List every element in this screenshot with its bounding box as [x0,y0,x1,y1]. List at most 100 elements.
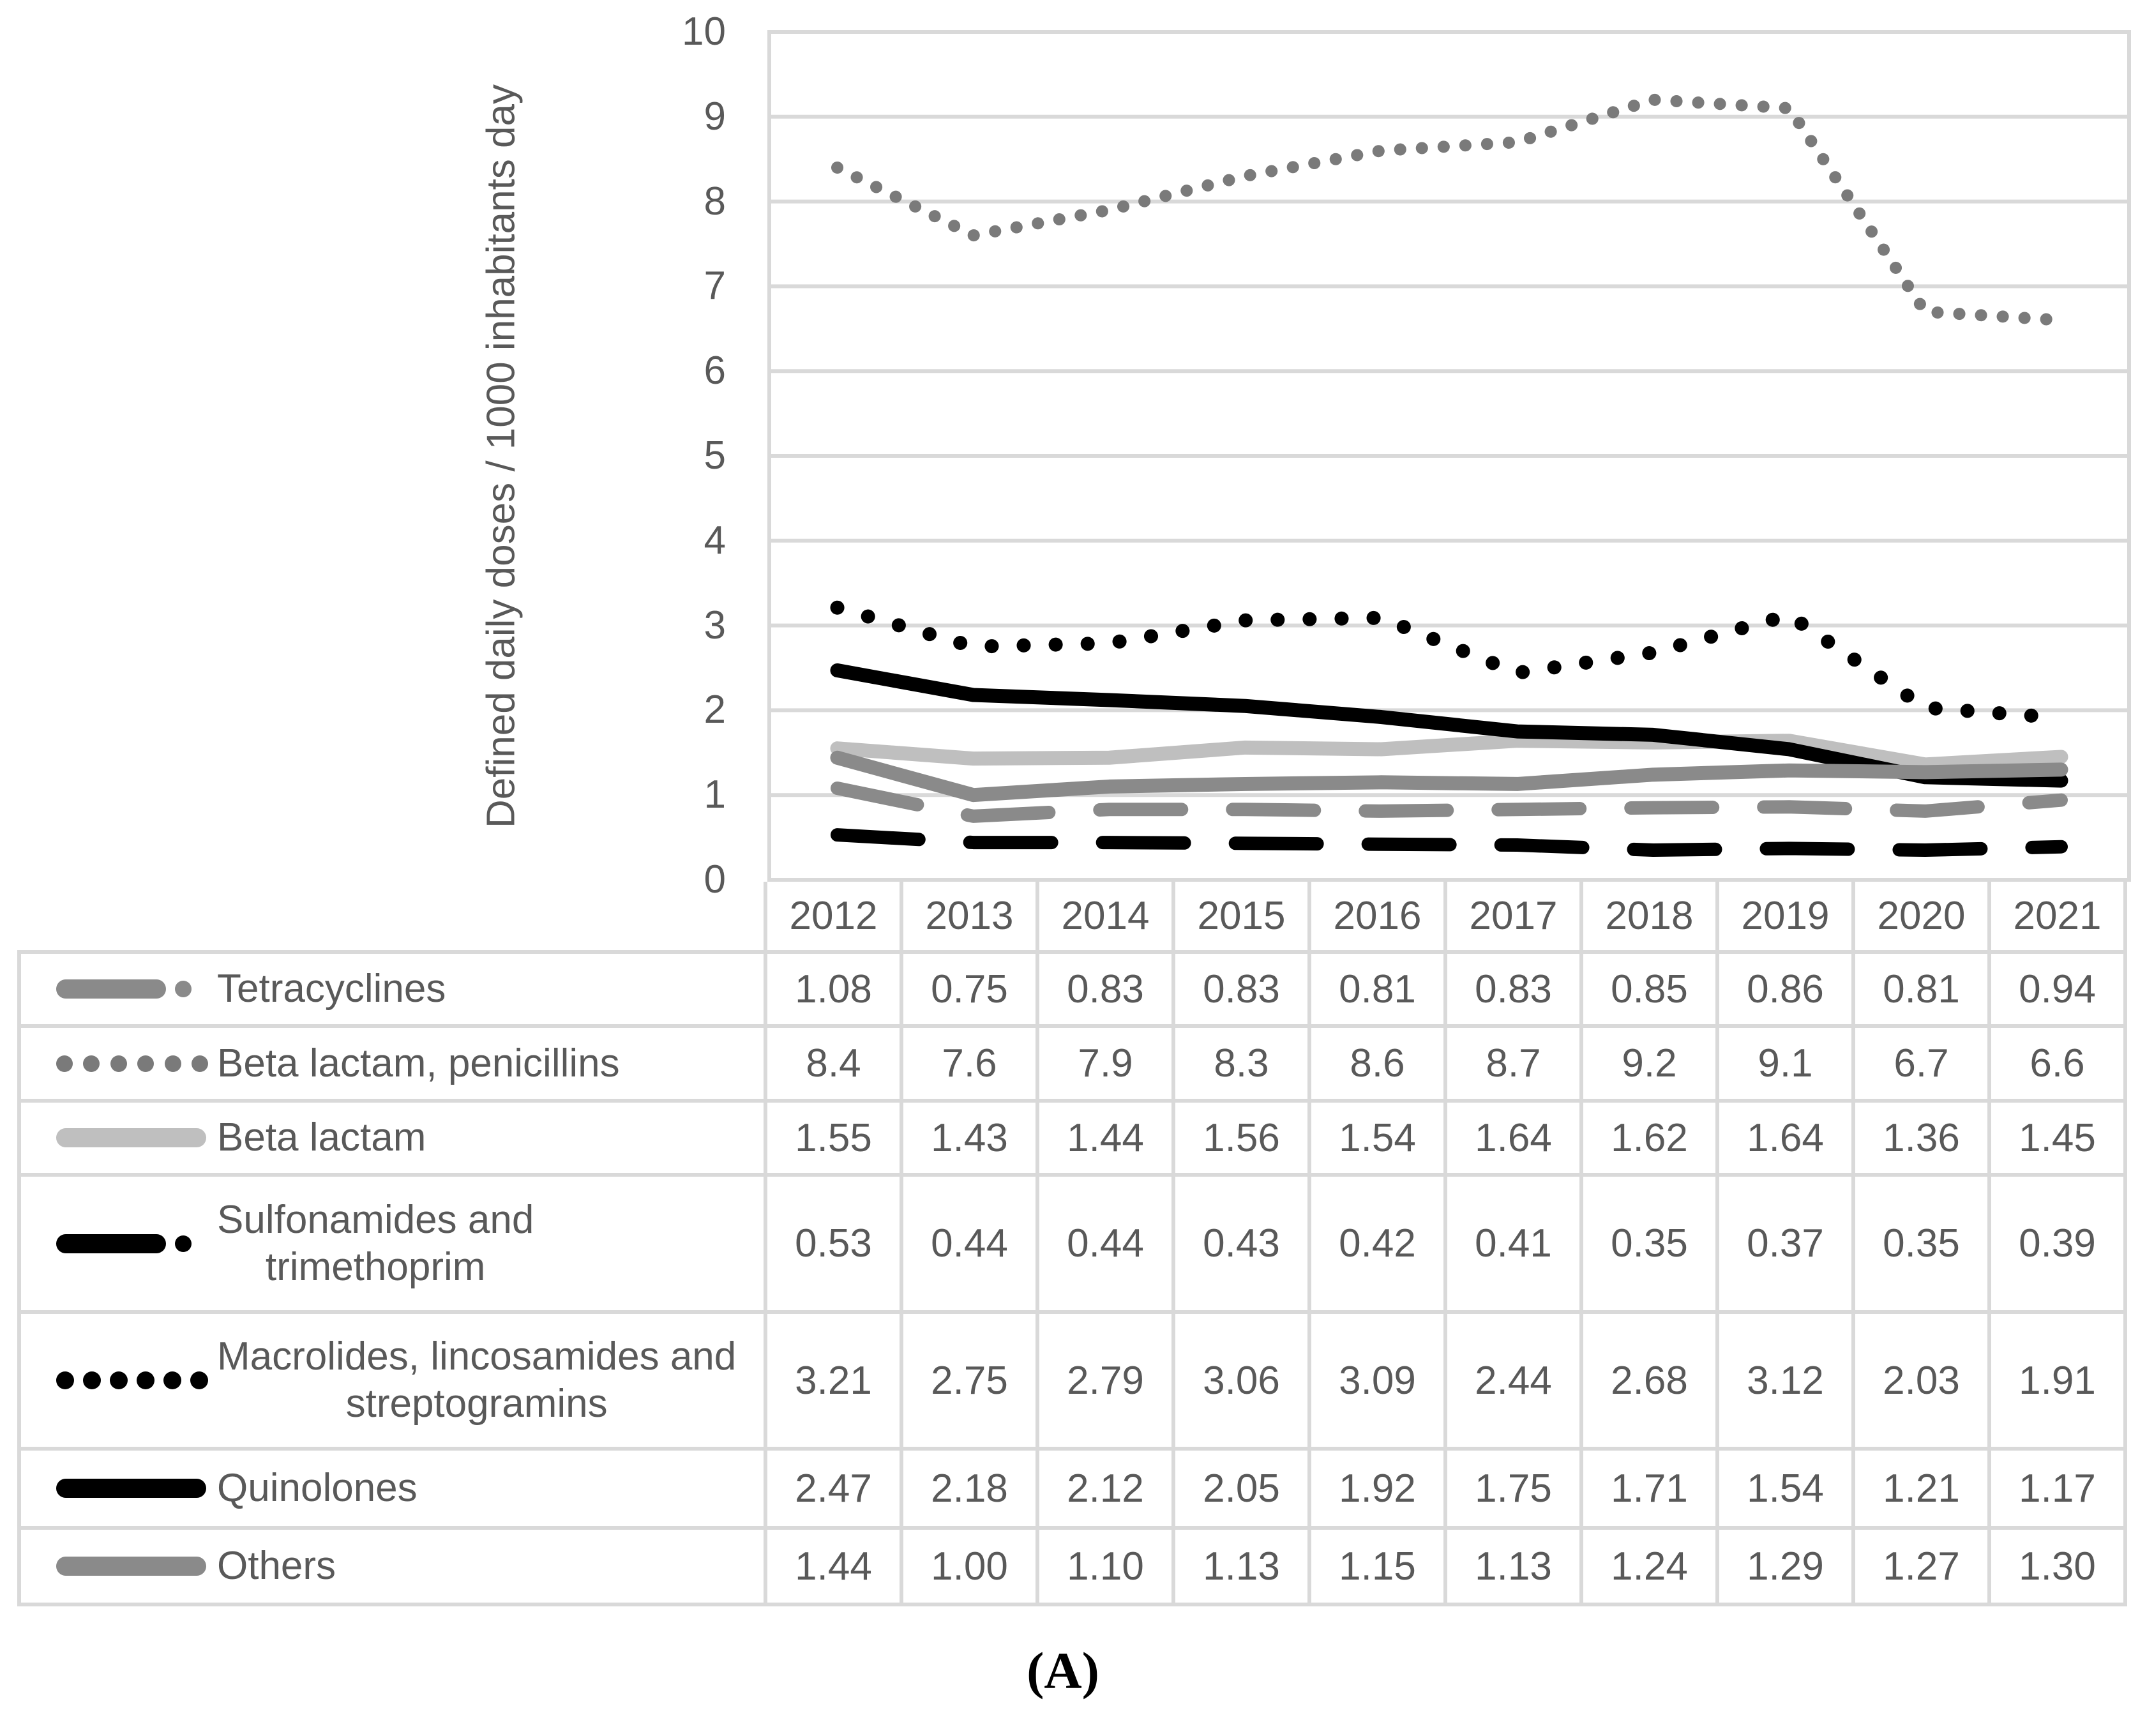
value-cell-macrolides-lincosamides-and-streptogramins-2020: 2.03 [1855,1314,1991,1451]
year-header-cell: 2013 [903,882,1039,954]
value-cell-others-2018: 1.24 [1583,1530,1719,1606]
series-label: Tetracyclines [217,967,446,1011]
value-cell-beta-lactam-2014: 1.44 [1039,1103,1175,1177]
value-cell-quinolones-2020: 1.21 [1855,1451,1991,1530]
legend-marker-dots-icon [56,1055,208,1072]
series-line-others [830,750,2068,803]
value-cell-others-2013: 1.00 [903,1530,1039,1606]
y-tick-label: 8 [704,179,726,223]
series-line-macrolides-lincosamides-and-streptogramins [830,600,2068,725]
value-cell-sulfonamides-and-trimethoprim-2015: 0.43 [1175,1177,1311,1314]
value-cell-others-2017: 1.13 [1447,1530,1583,1606]
year-header-cell: 2014 [1039,882,1175,954]
value-cell-beta-lactam-2018: 1.62 [1583,1103,1719,1177]
value-cell-sulfonamides-and-trimethoprim-2012: 0.53 [767,1177,903,1314]
value-cell-tetracyclines-2021: 0.94 [1991,954,2127,1028]
value-cell-tetracyclines-2018: 0.85 [1583,954,1719,1028]
value-cell-sulfonamides-and-trimethoprim-2021: 0.39 [1991,1177,2127,1314]
legend-marker-dash-dot-icon [56,1234,208,1253]
value-cell-beta-lactam-2020: 1.36 [1855,1103,1991,1177]
value-cell-tetracyclines-2012: 1.08 [767,954,903,1028]
y-tick-label: 2 [704,688,726,732]
value-cell-others-2016: 1.15 [1311,1530,1447,1606]
value-cell-sulfonamides-and-trimethoprim-2016: 0.42 [1311,1177,1447,1314]
legend-cell-tetracyclines: Tetracyclines [17,954,767,1028]
value-cell-quinolones-2015: 2.05 [1175,1451,1311,1530]
legend-marker-solid-icon [56,1128,208,1147]
value-cell-quinolones-2016: 1.92 [1311,1451,1447,1530]
value-cell-beta-lactam-penicillins-2012: 8.4 [767,1028,903,1103]
value-cell-sulfonamides-and-trimethoprim-2014: 0.44 [1039,1177,1175,1314]
value-cell-macrolides-lincosamides-and-streptogramins-2015: 3.06 [1175,1314,1311,1451]
value-cell-beta-lactam-penicillins-2017: 8.7 [1447,1028,1583,1103]
value-cell-beta-lactam-2017: 1.64 [1447,1103,1583,1177]
year-header-cell: 2016 [1311,882,1447,954]
value-cell-macrolides-lincosamides-and-streptogramins-2013: 2.75 [903,1314,1039,1451]
y-axis-title: Defined daily doses / 1000 inhabitants d… [479,84,523,828]
value-cell-quinolones-2019: 1.54 [1719,1451,1855,1530]
year-header-cell: 2017 [1447,882,1583,954]
y-tick-label: 5 [704,434,726,478]
value-cell-beta-lactam-2019: 1.64 [1719,1103,1855,1177]
legend-cell-quinolones: Quinolones [17,1451,767,1530]
value-cell-beta-lactam-penicillins-2016: 8.6 [1311,1028,1447,1103]
data-table: 2012 2013 2014 2015 2016 2017 2018 2019 2020 2021… [17,882,2127,1606]
value-cell-macrolides-lincosamides-and-streptogramins-2012: 3.21 [767,1314,903,1451]
y-tick-label: 7 [704,264,726,308]
series-label: Quinolones [217,1466,418,1510]
series-label: Beta lactam, penicillins [217,1041,620,1085]
series-label: Beta lactam [217,1115,426,1159]
legend-marker-dash-dot-icon [56,979,208,999]
year-header-cell: 2018 [1583,882,1719,954]
value-cell-quinolones-2013: 2.18 [903,1451,1039,1530]
value-cell-macrolides-lincosamides-and-streptogramins-2016: 3.09 [1311,1314,1447,1451]
value-cell-macrolides-lincosamides-and-streptogramins-2019: 3.12 [1719,1314,1855,1451]
series-line-sulfonamides-and-trimethoprim [831,828,2068,857]
value-cell-tetracyclines-2016: 0.81 [1311,954,1447,1028]
legend-cell-others: Others [17,1530,767,1606]
table-corner-cell [17,882,767,954]
value-cell-others-2020: 1.27 [1855,1530,1991,1606]
value-cell-quinolones-2017: 1.75 [1447,1451,1583,1530]
value-cell-sulfonamides-and-trimethoprim-2017: 0.41 [1447,1177,1583,1314]
value-cell-beta-lactam-penicillins-2014: 7.9 [1039,1028,1175,1103]
y-tick-label: 9 [704,94,726,139]
series-line-beta-lactam [830,734,2068,772]
year-header-cell: 2015 [1175,882,1311,954]
series-line-beta-lactam-penicillins [831,93,2067,327]
year-header-cell: 2020 [1855,882,1991,954]
value-cell-macrolides-lincosamides-and-streptogramins-2017: 2.44 [1447,1314,1583,1451]
value-cell-sulfonamides-and-trimethoprim-2019: 0.37 [1719,1177,1855,1314]
value-cell-beta-lactam-penicillins-2020: 6.7 [1855,1028,1991,1103]
year-header-cell: 2012 [767,882,903,954]
legend-marker-dots-icon [56,1371,208,1389]
value-cell-others-2021: 1.30 [1991,1530,2127,1606]
series-label: Macrolides, lincosamides and streptogram… [217,1334,737,1426]
value-cell-sulfonamides-and-trimethoprim-2018: 0.35 [1583,1177,1719,1314]
y-tick-label: 4 [704,518,726,562]
y-tick-label: 6 [704,349,726,393]
value-cell-others-2019: 1.29 [1719,1530,1855,1606]
legend-cell-sulfonamides-and-trimethoprim: Sulfonamides and trimethoprim [17,1177,767,1314]
legend-cell-macrolides-lincosamides-and-streptogramins: Macrolides, lincosamides and streptogram… [17,1314,767,1451]
line-chart [767,30,2131,882]
value-cell-macrolides-lincosamides-and-streptogramins-2021: 1.91 [1991,1314,2127,1451]
value-cell-beta-lactam-2012: 1.55 [767,1103,903,1177]
value-cell-sulfonamides-and-trimethoprim-2020: 0.35 [1855,1177,1991,1314]
value-cell-others-2014: 1.10 [1039,1530,1175,1606]
value-cell-beta-lactam-penicillins-2013: 7.6 [903,1028,1039,1103]
series-label: Sulfonamides and trimethoprim [217,1197,534,1289]
value-cell-others-2012: 1.44 [767,1530,903,1606]
value-cell-macrolides-lincosamides-and-streptogramins-2018: 2.68 [1583,1314,1719,1451]
value-cell-beta-lactam-penicillins-2019: 9.1 [1719,1028,1855,1103]
value-cell-beta-lactam-2016: 1.54 [1311,1103,1447,1177]
figure-caption: (A) [1027,1642,1099,1700]
legend-marker-solid-icon [56,1557,208,1576]
y-tick-label: 1 [704,773,726,817]
y-tick-label: 10 [682,10,726,54]
value-cell-beta-lactam-penicillins-2021: 6.6 [1991,1028,2127,1103]
value-cell-beta-lactam-2013: 1.43 [903,1103,1039,1177]
value-cell-beta-lactam-2015: 1.56 [1175,1103,1311,1177]
year-header-cell: 2021 [1991,882,2127,954]
